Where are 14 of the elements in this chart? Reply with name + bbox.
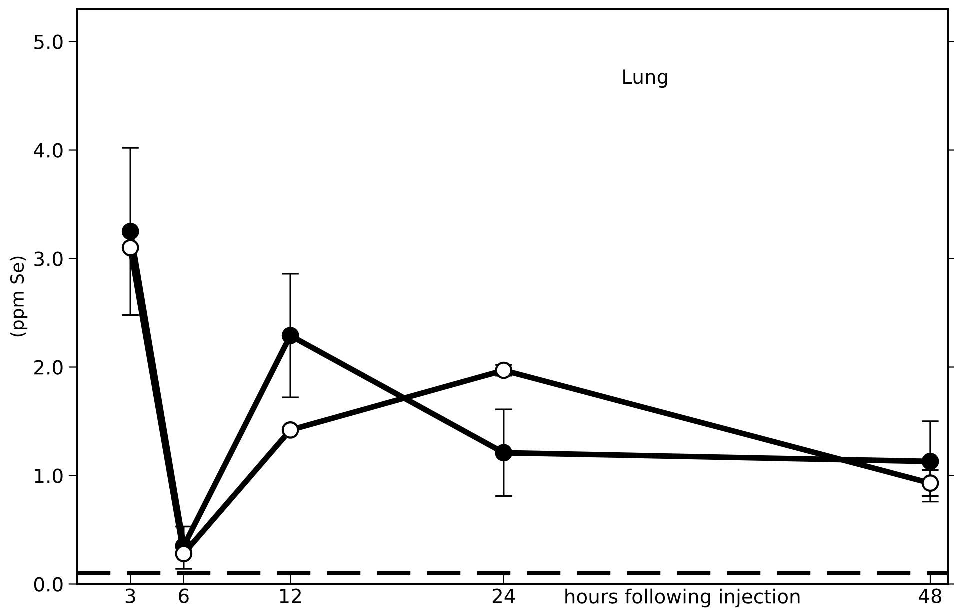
- x-tick-label: 24: [492, 588, 516, 604]
- x-tick-label: 12: [280, 588, 302, 604]
- y-tick-label: 5.0: [34, 34, 63, 50]
- x-tick-label: 48: [919, 588, 942, 604]
- y-tick-label: 1.0: [35, 468, 63, 484]
- y-tick-label: 2.0: [34, 360, 63, 375]
- y-tick-label: 3.0: [34, 252, 63, 266]
- y-axis-title: (ppm Se): [10, 256, 28, 337]
- x-tick-label: 6: [179, 588, 189, 604]
- x-axis-title: hours following injection: [566, 588, 800, 608]
- annotation: Lung: [624, 70, 668, 88]
- x-tick-label: 3: [126, 588, 136, 604]
- y-tick-label: 4.0: [34, 143, 63, 158]
- y-tick-label: 0.0: [34, 577, 63, 592]
